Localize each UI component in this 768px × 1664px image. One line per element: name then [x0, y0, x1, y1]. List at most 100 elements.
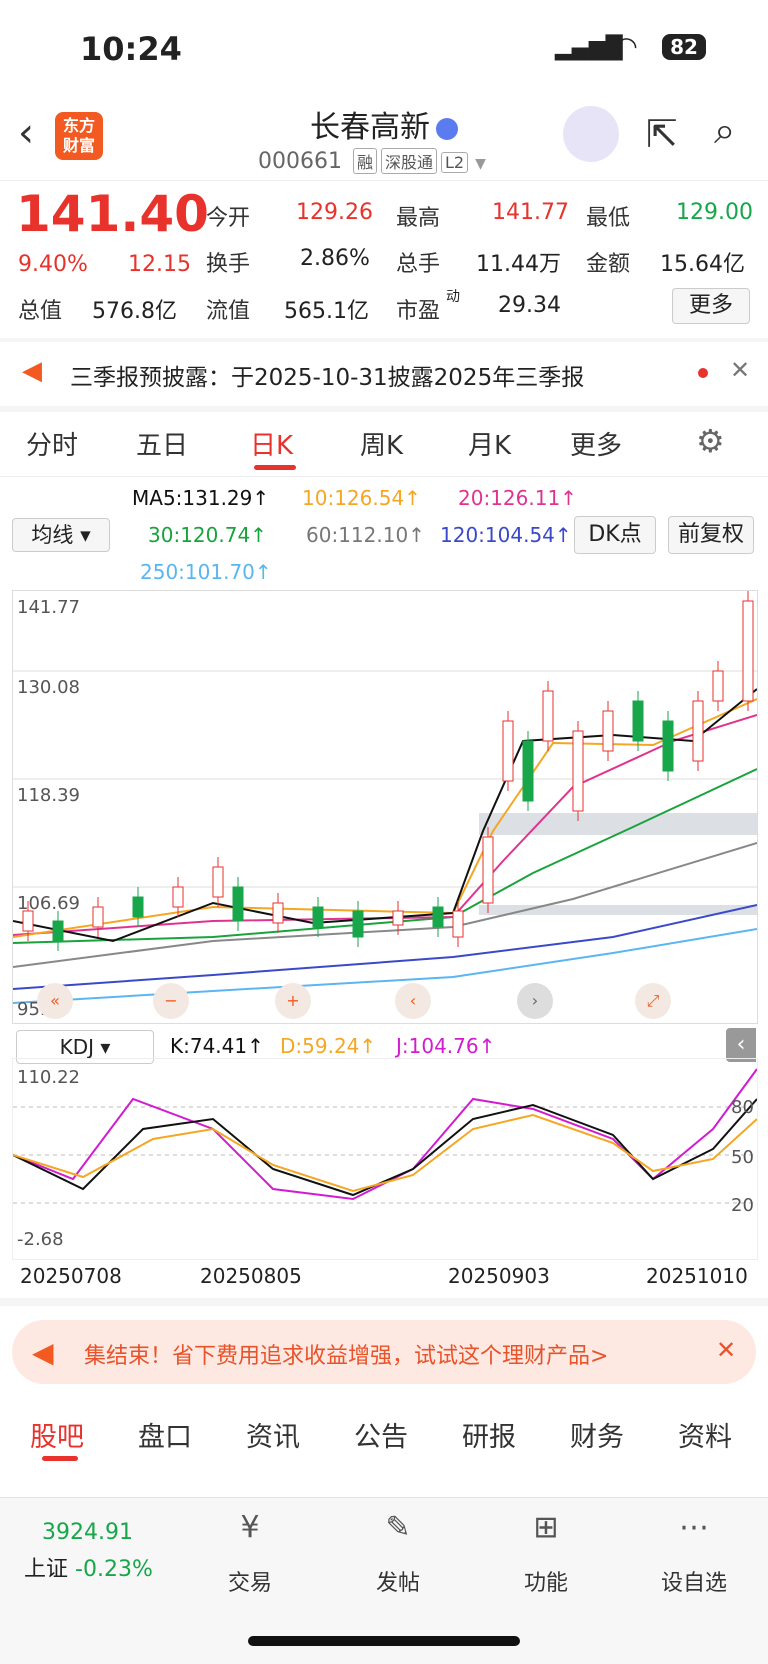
ma120-label: 120:104.54↑	[440, 523, 572, 547]
candle-body	[502, 720, 514, 782]
dates-bg	[0, 1298, 768, 1306]
index-value: 3924.91	[42, 1520, 133, 1545]
next-icon[interactable]: ›	[517, 983, 553, 1019]
tab-5day[interactable]: 五日	[136, 431, 189, 461]
label-float: 流值	[206, 299, 251, 324]
kdj-k-line	[12, 1098, 758, 1197]
candle-body	[172, 886, 184, 908]
zoom-in-icon[interactable]: +	[275, 983, 311, 1019]
ma5-label: MA5:131.29↑	[132, 486, 270, 510]
kdj-80: 80	[731, 1097, 754, 1118]
tab-active-underline	[254, 465, 296, 470]
close-icon[interactable]: ✕	[730, 356, 751, 384]
trade-icon[interactable]: ¥	[240, 1510, 260, 1545]
watchlist-icon[interactable]: ⋯	[679, 1510, 709, 1545]
tab-weekly[interactable]: 周K	[360, 431, 404, 461]
tab-daily[interactable]: 日K	[250, 431, 294, 461]
candle-body	[352, 910, 364, 938]
back-icon[interactable]: ‹	[18, 110, 34, 156]
turnover-value: 2.86%	[300, 246, 370, 271]
candle-body	[602, 710, 614, 752]
dk-button[interactable]: DK点	[574, 516, 656, 554]
open-value: 129.26	[296, 200, 373, 225]
tabs-divider	[0, 476, 768, 477]
current-price: 141.40	[16, 185, 209, 243]
ma20-label: 20:126.11↑	[458, 486, 577, 510]
tab-news[interactable]: 资讯	[246, 1422, 300, 1453]
axis-max: 141.77	[17, 597, 80, 618]
signal-icon: ▂▄▆█	[555, 36, 623, 61]
tag-margin: 融	[352, 148, 377, 174]
zoom-out-icon[interactable]: −	[153, 983, 189, 1019]
search-icon[interactable]: ⌕	[714, 108, 736, 152]
settings-icon[interactable]: ⚙	[696, 422, 725, 460]
kdj-j-line	[12, 1068, 758, 1201]
rewind-icon[interactable]: «	[37, 983, 73, 1019]
index-change: -0.23%	[75, 1557, 153, 1582]
tab-monthly[interactable]: 月K	[468, 431, 512, 461]
tab-profile[interactable]: 资料	[678, 1422, 732, 1453]
label-low: 最低	[586, 206, 631, 231]
ma-selector[interactable]: 均线 ▾	[12, 518, 110, 552]
label-mktcap: 总值	[18, 299, 63, 324]
pe-value: 29.34	[498, 293, 561, 318]
tab-more[interactable]: 更多	[570, 431, 623, 461]
share-icon[interactable]: ⇱	[646, 112, 678, 156]
ma-line-ma120	[12, 904, 758, 990]
candle-body	[522, 740, 534, 802]
ma-line-ma5	[12, 688, 758, 943]
label-amount: 金额	[586, 252, 631, 277]
function-icon[interactable]: ⊞	[533, 1510, 559, 1545]
candle-body	[432, 906, 444, 928]
amount-value: 15.64亿	[660, 252, 745, 277]
more-button[interactable]: 更多	[672, 288, 750, 324]
index-widget[interactable]: 3924.91 上证 -0.23%	[24, 1520, 153, 1583]
label-turnover: 换手	[206, 252, 251, 277]
kdj-max: 110.22	[17, 1067, 80, 1088]
tab-guba[interactable]: 股吧	[30, 1422, 84, 1453]
post-icon[interactable]: ✎	[385, 1510, 411, 1545]
ma10-label: 10:126.54↑	[302, 486, 421, 510]
robot-avatar[interactable]	[563, 106, 619, 162]
ma-selector-label: 均线	[31, 523, 74, 547]
notice-dot	[698, 368, 708, 378]
adjust-button[interactable]: 前复权	[668, 516, 754, 554]
nav-trade[interactable]: 交易	[227, 1571, 272, 1596]
dropdown-icon[interactable]: ▼	[475, 156, 486, 172]
collapse-icon[interactable]: ‹	[726, 1028, 756, 1062]
ad-close-icon[interactable]: ✕	[716, 1336, 737, 1364]
ma250-label: 250:101.70↑	[140, 560, 272, 584]
tab-finance[interactable]: 财务	[570, 1422, 624, 1453]
ad-banner[interactable]: ◀ 集结束！省下费用追求收益增强，试试这个理财产品> ✕	[12, 1320, 756, 1384]
nav-watchlist[interactable]: 设自选	[660, 1571, 727, 1596]
support-band	[479, 905, 757, 915]
candle-body	[212, 866, 224, 898]
kdj-chart[interactable]: 110.22 -2.68 80 50 20	[12, 1058, 758, 1260]
app-logo: 东方财富	[55, 112, 103, 160]
ma60-label: 60:112.10↑	[306, 523, 425, 547]
kdj-min: -2.68	[17, 1229, 64, 1250]
logo-text: 东方财富	[62, 116, 95, 155]
nav-post[interactable]: 发帖	[375, 1571, 420, 1596]
candle-body	[272, 902, 284, 924]
guba-underline	[42, 1456, 78, 1461]
tab-pankou[interactable]: 盘口	[138, 1422, 192, 1453]
resistance-band	[479, 813, 757, 835]
candle-body	[392, 910, 404, 926]
tab-intraday[interactable]: 分时	[26, 431, 79, 461]
dk-label: DK点	[588, 522, 642, 547]
fullscreen-icon[interactable]: ⤢	[635, 983, 671, 1019]
date-2: 20250805	[200, 1264, 302, 1288]
label-open: 今开	[206, 206, 251, 231]
status-time: 10:24	[80, 30, 182, 68]
stock-code-row: 000661 融深股通 L2 ▼	[258, 148, 486, 174]
date-3: 20250903	[448, 1264, 550, 1288]
page-title: 长春高新	[0, 102, 768, 146]
notice-bar[interactable]: ◀ 三季报预披露：于2025-10-31披露2025年三季报 ✕	[0, 342, 768, 402]
tab-announce[interactable]: 公告	[354, 1422, 408, 1453]
nav-function[interactable]: 功能	[523, 1571, 568, 1596]
label-pe: 市盈	[396, 299, 441, 324]
tab-research[interactable]: 研报	[462, 1422, 516, 1453]
kline-chart[interactable]: 141.77 130.08 118.39 106.69 95.00 « − + …	[12, 590, 758, 1024]
prev-icon[interactable]: ‹	[395, 983, 431, 1019]
